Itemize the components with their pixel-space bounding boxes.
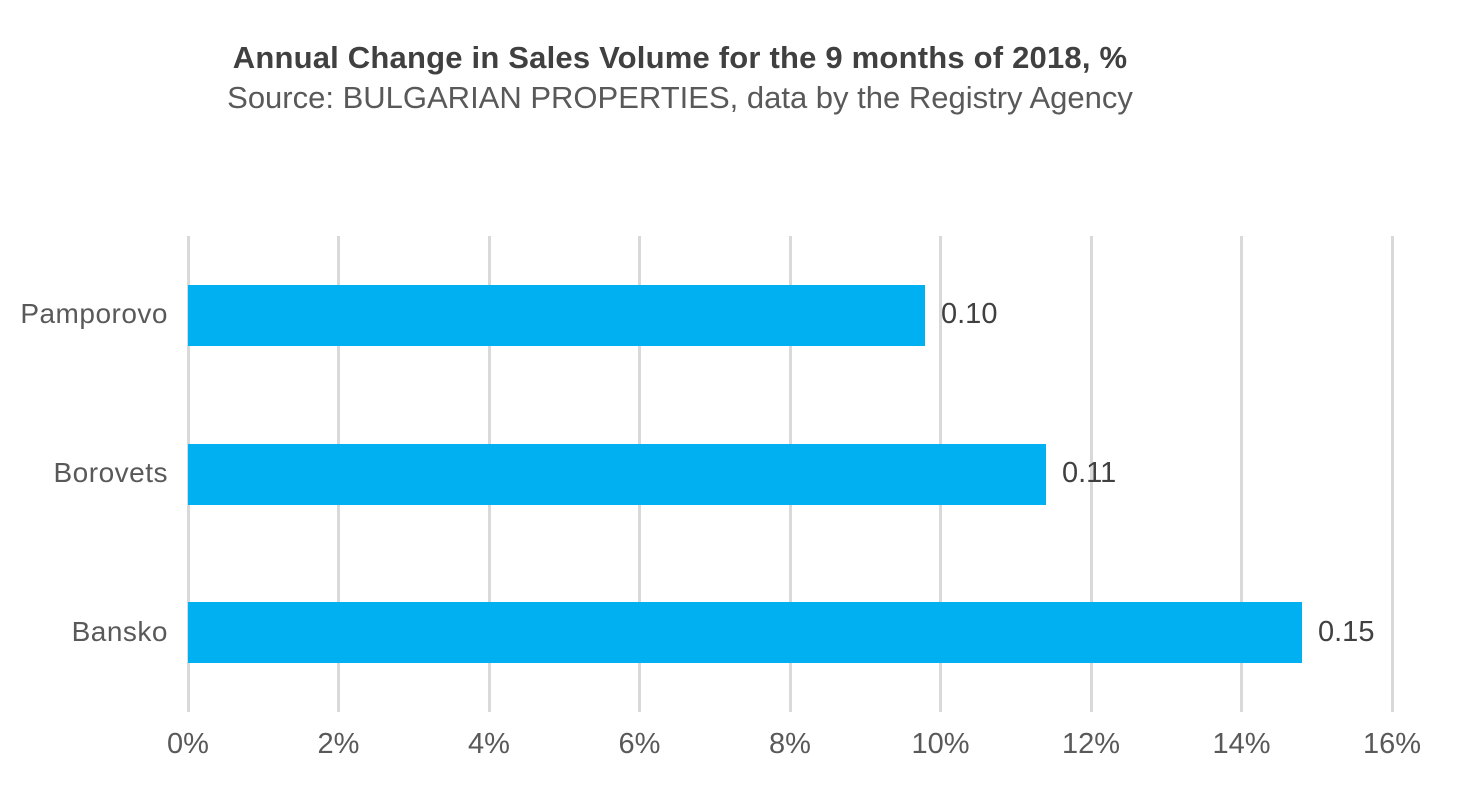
bar-borovets: [188, 443, 1046, 505]
x-axis-tick-label: 2%: [317, 728, 360, 760]
gridline: [1240, 236, 1243, 712]
bar-bansko: [188, 602, 1302, 664]
x-axis-tick-label: 12%: [1061, 728, 1121, 760]
x-axis-tick-label: 4%: [468, 728, 510, 760]
gridline: [1089, 236, 1093, 712]
x-axis-tick-label: 10%: [911, 728, 970, 760]
chart-subtitle: Source: BULGARIAN PROPERTIES, data by th…: [227, 80, 1133, 115]
category-label: Pamporovo: [20, 298, 168, 330]
x-axis-tick-label: 0%: [167, 728, 209, 760]
x-axis-tick-label: 14%: [1212, 728, 1271, 760]
x-axis-tick-label: 6%: [618, 728, 661, 760]
category-label: Borovets: [53, 457, 168, 488]
x-axis-tick-label: 16%: [1362, 728, 1422, 760]
gridline: [1390, 236, 1394, 712]
plot-area: [186, 236, 1394, 712]
chart-title: Annual Change in Sales Volume for the 9 …: [232, 40, 1128, 75]
bar-pamporovo: [188, 284, 925, 346]
data-label: 0.11: [1062, 457, 1117, 489]
data-label: 0.10: [941, 298, 998, 331]
category-label: Bansko: [71, 615, 168, 647]
data-label: 0.15: [1318, 615, 1375, 648]
x-axis-tick-label: 8%: [769, 728, 811, 760]
